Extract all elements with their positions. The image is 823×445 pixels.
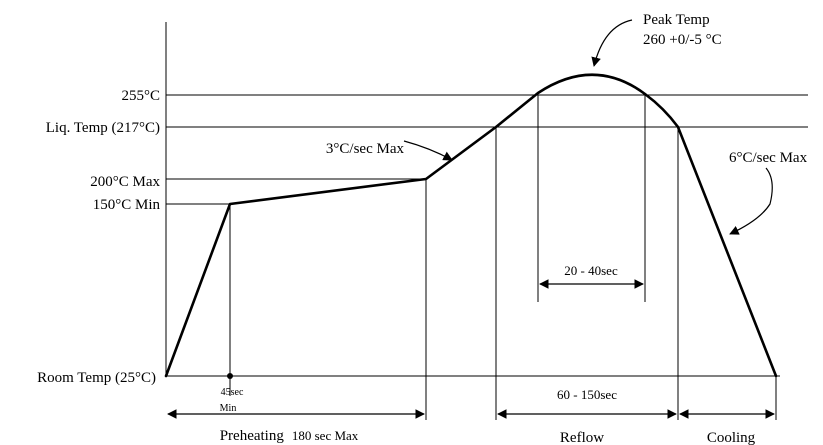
preheating-limit-text: 180 sec Max [292, 428, 359, 443]
min-time-value-label: 45sec [221, 387, 244, 398]
preheating-label-text: Preheating [220, 428, 285, 444]
peak-zone-temp-label: 255°C [121, 88, 160, 104]
cooling-phase-label: Cooling [707, 430, 756, 445]
liquidus-temp-label: Liq. Temp (217°C) [46, 120, 160, 136]
peak-temp-title: Peak Temp [643, 12, 710, 28]
peak-temp-callout-arrow [591, 19, 633, 67]
ramp-up-rate-label: 3°C/sec Max [326, 141, 405, 157]
temperature-profile-curve [164, 73, 778, 378]
ramp-down-rate-label: 6°C/sec Max [729, 150, 808, 166]
min-time-unit-label: Min [220, 403, 237, 414]
dwell-liquidus-label: 60 - 150sec [557, 387, 617, 402]
peak-temp-value: 260 +0/-5 °C [643, 32, 722, 48]
reflow-phase-label: Reflow [560, 430, 604, 445]
preheating-phase-label: Preheating 180 sec Max [220, 427, 359, 444]
min-time-marker [227, 373, 233, 379]
preheat-min-temp-label: 150°C Min [93, 197, 161, 213]
preheat-max-temp-label: 200°C Max [90, 174, 160, 190]
dwell-peak-label: 20 - 40sec [564, 263, 618, 278]
ramp-down-callout-arrow [729, 167, 773, 235]
ramp-up-callout-arrow [403, 140, 453, 161]
room-temp-label: Room Temp (25°C) [37, 370, 156, 386]
